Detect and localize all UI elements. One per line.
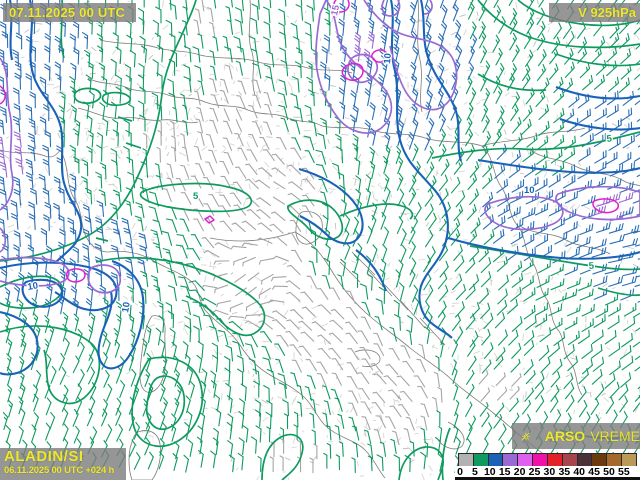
arso-org-label: ARSO (544, 428, 586, 444)
colorbar-value: 45 (588, 466, 600, 478)
colorbar-cell-5 (472, 453, 489, 467)
field-label: V 925hPa (578, 5, 636, 20)
colorbar-cell-10 (487, 453, 504, 467)
contour-label: 10 (120, 301, 133, 313)
colorbar-cell-30 (546, 453, 563, 467)
wind-speed-colorbar (458, 453, 637, 467)
contour-label: 15 (329, 3, 342, 16)
colorbar-value: 10 (483, 466, 496, 478)
colorbar-value: 0 (457, 466, 463, 478)
colorbar-cell-20 (517, 453, 534, 467)
colorbar-value: 25 (528, 466, 541, 478)
run-datetime-panel: 07.11.2025 00 UTC (3, 3, 136, 22)
colorbar-value: 20 (513, 466, 526, 478)
colorbar-value: 30 (543, 466, 556, 478)
contour-label: 10 (27, 280, 39, 293)
run-datetime-label: 07.11.2025 00 UTC (9, 5, 126, 20)
colorbar-value: 50 (603, 466, 615, 478)
contour-label: 10 (524, 185, 535, 196)
colorbar-cell-15 (502, 453, 519, 467)
colorbar-cell-45 (591, 453, 608, 467)
model-panel: ALADIN/SI 06.11.2025 00 UTC +024 h (0, 448, 126, 480)
valid-time-label: 06.11.2025 00 UTC +024 h (4, 465, 115, 476)
model-name: ALADIN/SI (4, 448, 84, 465)
colorbar-value: 15 (498, 466, 511, 478)
colorbar-cell-35 (561, 453, 578, 467)
contour-label: 5 (606, 133, 613, 145)
colorbar-cell-50 (606, 453, 623, 467)
sun-crossed-icon (521, 432, 530, 440)
contour-label: 5 (588, 261, 595, 272)
arso-branding-panel: ARSO VREME (512, 423, 640, 449)
colorbar-value: 55 (618, 466, 630, 478)
colorbar-value: 40 (573, 466, 586, 478)
field-panel: V 925hPa (549, 3, 640, 22)
colorbar-cell-55 (621, 453, 637, 467)
colorbar-cell-25 (532, 453, 548, 467)
colorbar-scale-labels: 0 5 10 15 20 25 30 35 40 45 50 55 (455, 466, 640, 478)
colorbar-value: 5 (471, 466, 478, 478)
contour-label: 10 (382, 53, 394, 64)
contour-labels: 5 5 5 10 10 10 10 15 (25, 2, 614, 315)
arso-product-label: VREME (590, 428, 640, 444)
colorbar-cell-0 (458, 453, 474, 467)
colorbar-value: 35 (558, 466, 571, 478)
contour-label: 5 (193, 191, 199, 202)
colorbar-cell-40 (576, 453, 593, 467)
bottom-black-strip (455, 477, 640, 480)
